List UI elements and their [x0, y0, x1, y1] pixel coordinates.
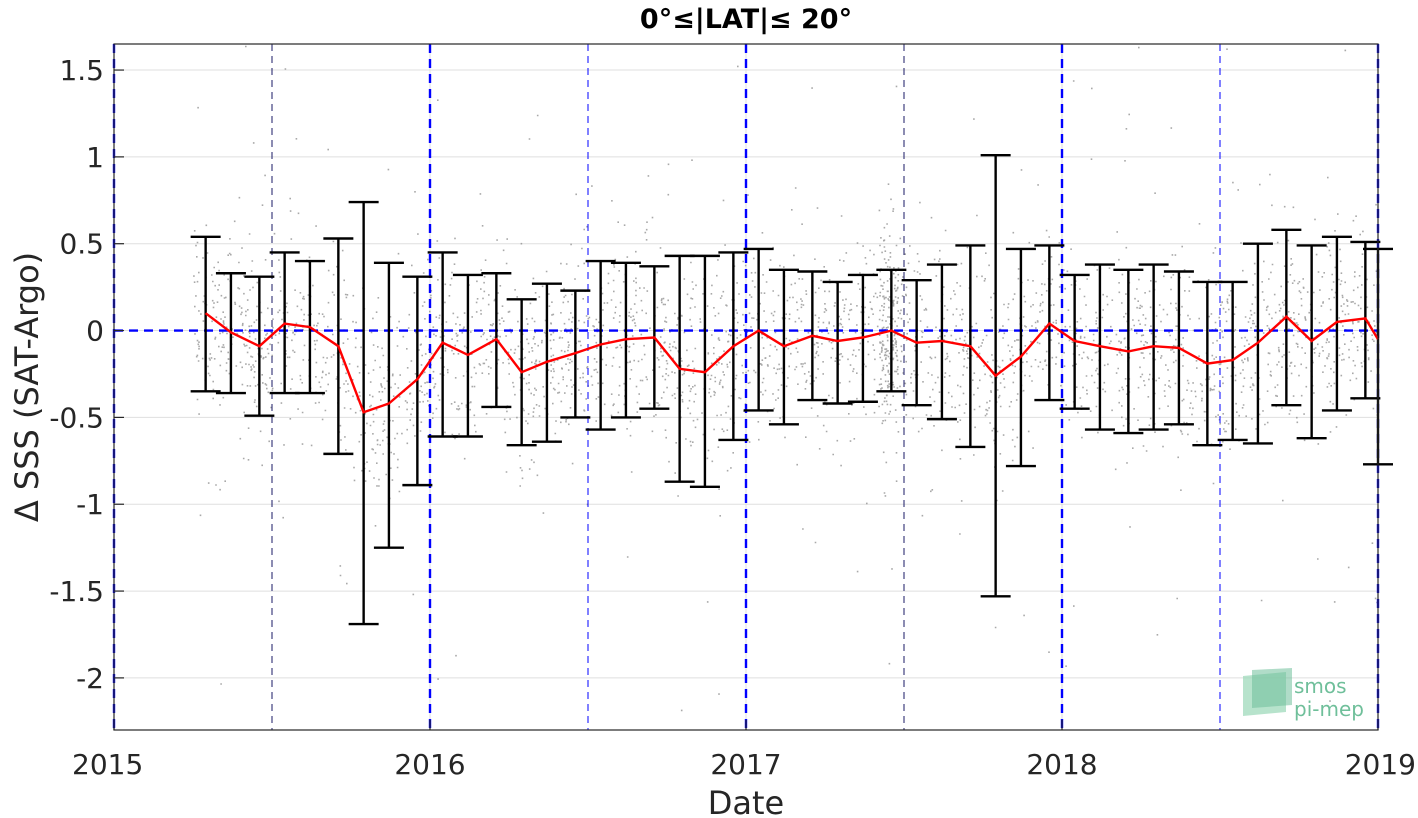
- y-tick-label: -1.5: [49, 575, 104, 608]
- y-tick-label: 1: [86, 141, 104, 174]
- error-bar: [402, 275, 433, 487]
- x-tick-label: 2018: [1026, 748, 1097, 781]
- x-tick-label: 2015: [72, 748, 143, 781]
- error-bar: [373, 261, 404, 549]
- x-tick-label: 2017: [710, 748, 781, 781]
- mean-line-layer: [204, 312, 1380, 414]
- chart-title: 0°≤|LAT|≤ 20°: [640, 4, 852, 35]
- x-tick-label: 2016: [394, 748, 465, 781]
- x-axis-ticks: 2015 2016 2017 2018 2019: [72, 720, 1416, 781]
- logo-mark-back: [1252, 668, 1292, 708]
- y-tick-label: 0: [86, 315, 104, 348]
- x-tick-label: 2019: [1345, 748, 1416, 781]
- y-tick-label: -2: [76, 662, 104, 695]
- logo-text-pi-mep: pi-mep: [1294, 697, 1364, 721]
- x-axis-label: Date: [708, 784, 784, 818]
- error-bar: [1321, 235, 1352, 412]
- mean-line: [204, 312, 1380, 414]
- y-tick-label: -0.5: [49, 401, 104, 434]
- smos-pi-mep-logo: smos pi-mep: [1243, 668, 1364, 721]
- y-tick-label: 1.5: [59, 54, 104, 87]
- logo-text-smos: smos: [1294, 674, 1347, 698]
- y-tick-label: 0.5: [59, 228, 104, 261]
- error-bar: [822, 280, 853, 405]
- y-axis-ticks: 1.5 1 0.5 0 -0.5 -1 -1.5 -2: [49, 54, 124, 695]
- y-axis-label: Δ SSS (SAT-Argo): [8, 252, 46, 522]
- y-tick-label: -1: [76, 488, 104, 521]
